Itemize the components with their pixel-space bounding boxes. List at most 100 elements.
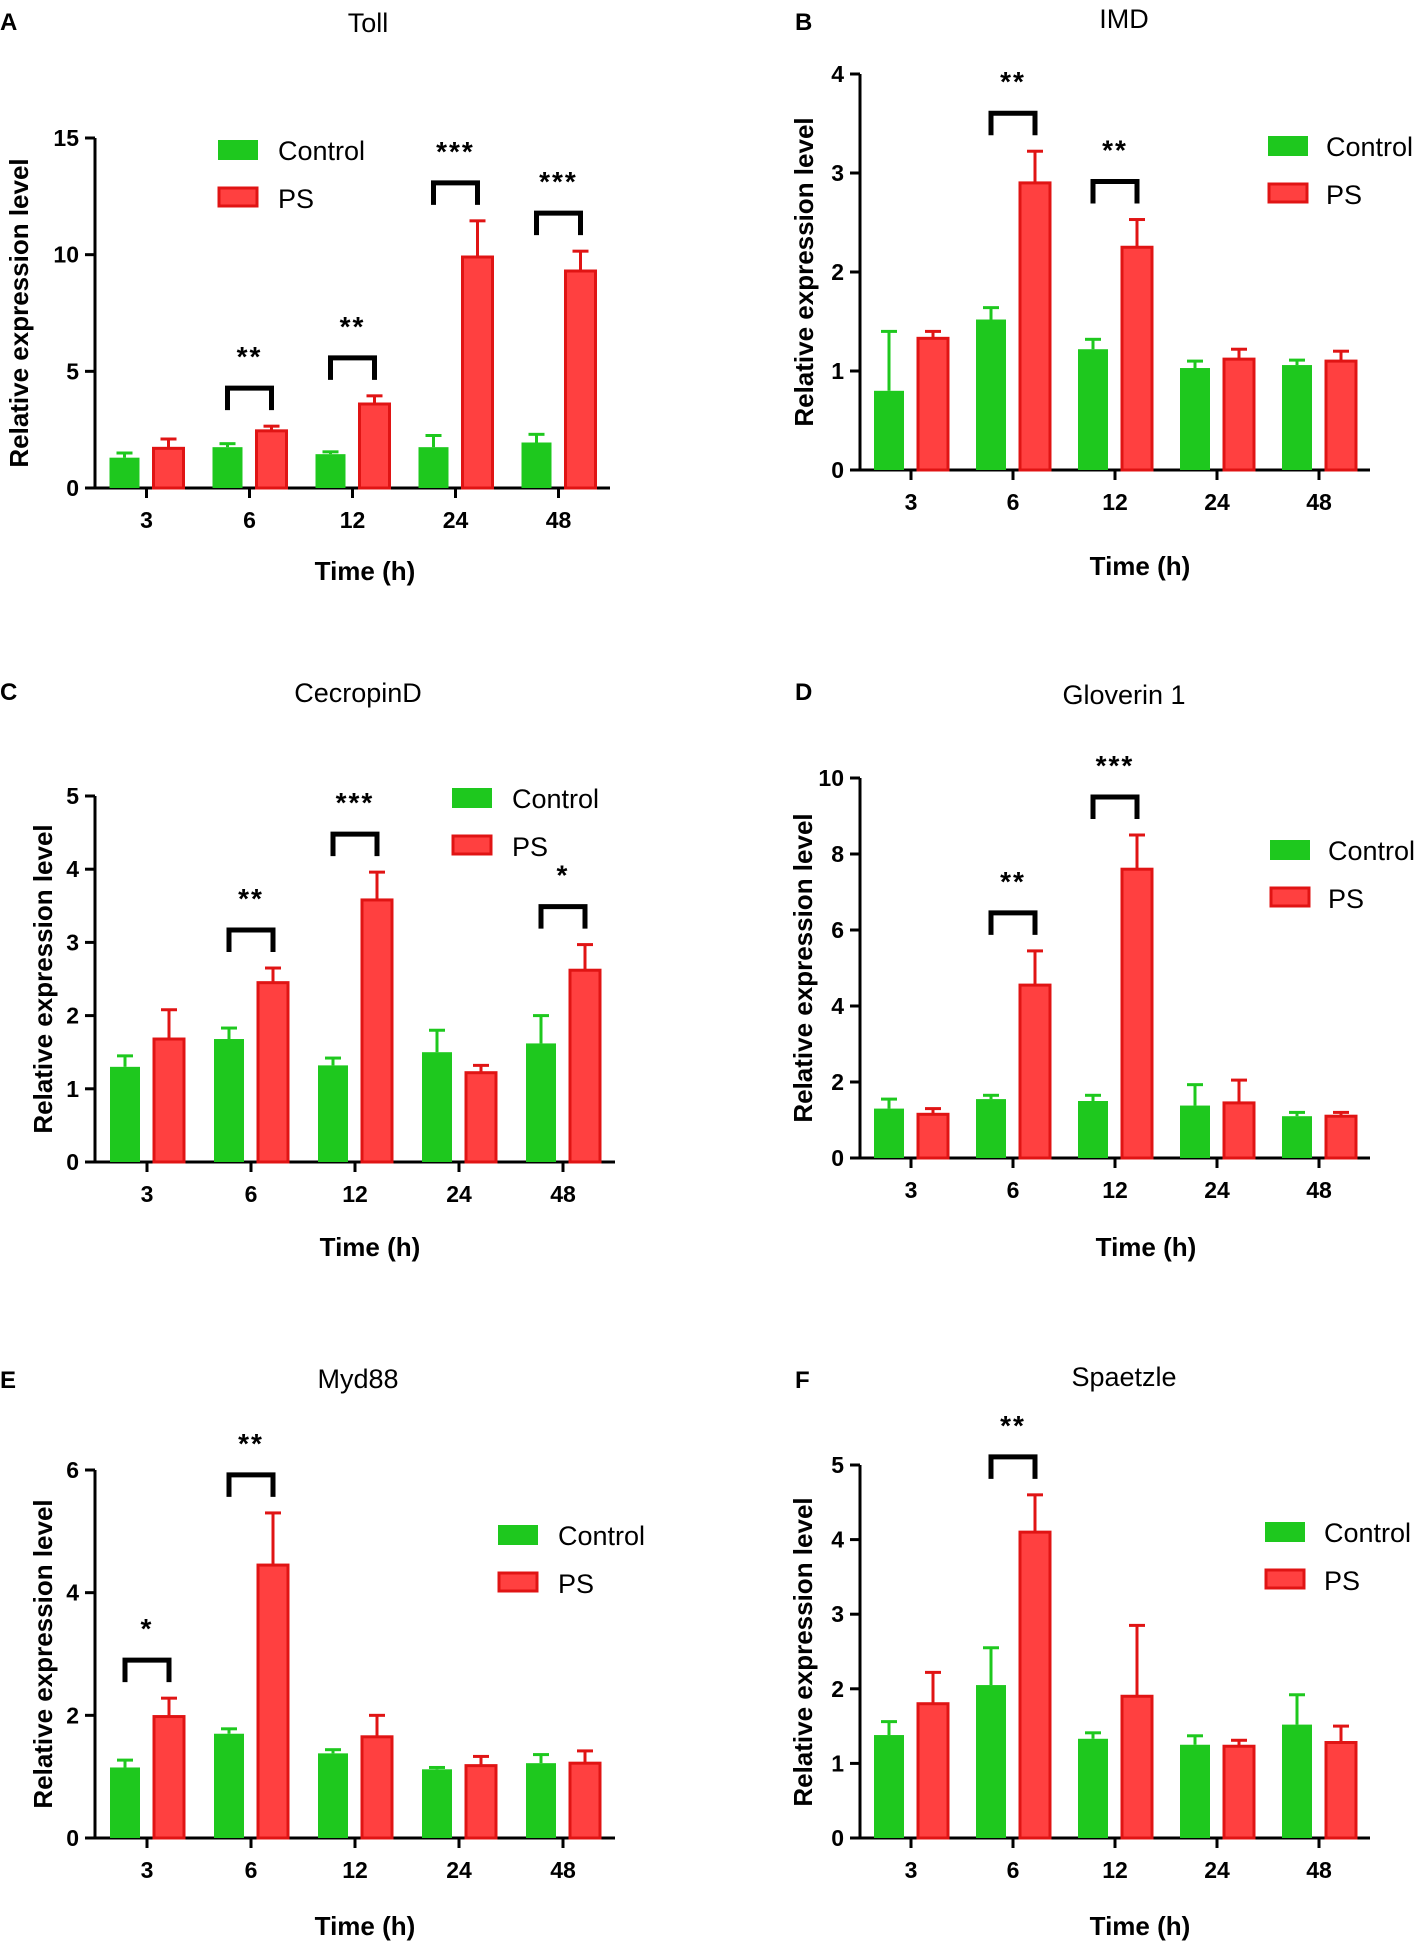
- panel-letter: E: [0, 1367, 16, 1394]
- legend: Control PS: [451, 784, 599, 862]
- x-tick-label: 24: [1204, 1857, 1230, 1883]
- y-axis-label: Relative expression level: [788, 813, 818, 1122]
- y-axis-label: Relative expression level: [28, 824, 58, 1133]
- x-tick-label: 3: [141, 1181, 154, 1207]
- significance-bracket: *: [122, 1613, 172, 1683]
- y-tick-label: 2: [66, 1702, 79, 1728]
- panel-title: Spaetzle: [1071, 1362, 1176, 1392]
- y-tick-label: 6: [66, 1457, 79, 1483]
- legend-label-control: Control: [1326, 132, 1413, 162]
- panel-title: Toll: [348, 8, 389, 38]
- y-tick-label: 0: [831, 1145, 844, 1171]
- y-tick-label: 15: [53, 125, 79, 151]
- ps-bar: [461, 255, 494, 490]
- control-bar: [874, 1108, 904, 1158]
- legend-label-control: Control: [278, 136, 365, 166]
- significance-bracket: ***: [330, 787, 380, 857]
- significance-bracket: **: [225, 341, 274, 411]
- y-tick-label: 6: [831, 917, 844, 943]
- y-axis-label: Relative expression level: [789, 117, 819, 426]
- control-bar: [1282, 365, 1312, 470]
- bracket-line: [225, 385, 274, 411]
- x-tick-label: 24: [1204, 489, 1230, 515]
- bracket-line: [431, 180, 480, 205]
- panel-title: Gloverin 1: [1062, 680, 1185, 710]
- significance-bracket: **: [988, 1410, 1038, 1479]
- legend-swatch-control: [452, 788, 492, 808]
- ps-bar: [564, 269, 597, 490]
- legend-label-ps: PS: [1324, 1566, 1360, 1596]
- ps-bar: [358, 402, 391, 490]
- bracket-line: [328, 355, 377, 380]
- bracket-line: [330, 831, 380, 857]
- ps-bar: [152, 1037, 186, 1164]
- panel-a: A Toll 0 5 10 15 3 6 12 24 48 Time (h) Relative expr…: [0, 8, 610, 586]
- significance-label: **: [237, 341, 263, 372]
- significance-label: ***: [336, 787, 375, 818]
- legend-swatch-ps: [1269, 886, 1311, 908]
- legend-swatch-control: [218, 140, 258, 160]
- ps-bar: [360, 1735, 394, 1840]
- legend-swatch-control: [1270, 840, 1310, 860]
- control-bar: [212, 447, 243, 488]
- legend-label-ps: PS: [278, 184, 314, 214]
- x-tick-label: 3: [905, 489, 918, 515]
- y-tick-label: 0: [66, 1825, 79, 1851]
- x-tick-label: 3: [140, 507, 153, 533]
- legend-label-ps: PS: [558, 1569, 594, 1599]
- y-tick-label: 10: [818, 765, 844, 791]
- x-axis-label: Time (h): [1096, 1232, 1197, 1262]
- significance-bracket: ***: [1090, 750, 1140, 819]
- control-bar: [110, 1066, 140, 1162]
- legend-swatch-ps: [217, 186, 259, 208]
- control-bar: [214, 1039, 244, 1162]
- panel-letter: B: [795, 9, 812, 36]
- control-bar: [318, 1753, 348, 1838]
- y-tick-label: 4: [831, 61, 844, 87]
- control-bar: [526, 1043, 556, 1162]
- x-tick-label: 12: [1102, 1177, 1128, 1203]
- bracket-line: [122, 1657, 172, 1683]
- significance-bracket: **: [328, 311, 377, 380]
- y-tick-label: 0: [831, 457, 844, 483]
- ps-bar: [1324, 1741, 1358, 1840]
- control-bar: [110, 1767, 140, 1838]
- significance-label: ***: [539, 166, 578, 197]
- x-tick-label: 12: [342, 1181, 368, 1207]
- legend-label-ps: PS: [1328, 884, 1364, 914]
- ps-bar: [1018, 983, 1052, 1160]
- y-tick-label: 3: [831, 1601, 844, 1627]
- x-tick-label: 6: [243, 507, 256, 533]
- legend-swatch-control: [1265, 1522, 1305, 1542]
- ps-bar: [464, 1764, 498, 1840]
- control-bar: [976, 319, 1006, 470]
- y-tick-label: 4: [831, 993, 844, 1019]
- significance-bracket: ***: [534, 166, 583, 236]
- x-tick-label: 12: [1102, 489, 1128, 515]
- bracket-line: [988, 910, 1038, 935]
- control-bar: [976, 1099, 1006, 1158]
- control-bar: [521, 442, 552, 488]
- x-tick-label: 24: [443, 507, 469, 533]
- x-tick-label: 6: [1007, 1177, 1020, 1203]
- x-tick-label: 24: [446, 1181, 472, 1207]
- ps-bar: [1324, 359, 1358, 472]
- ps-bar: [256, 1563, 290, 1840]
- control-bar: [1282, 1724, 1312, 1838]
- significance-label: ***: [1096, 750, 1135, 781]
- x-tick-label: 48: [550, 1857, 576, 1883]
- legend-label-ps: PS: [512, 832, 548, 862]
- control-bar: [874, 390, 904, 470]
- ps-bar: [1324, 1114, 1358, 1160]
- x-tick-label: 3: [905, 1857, 918, 1883]
- y-tick-label: 1: [66, 1076, 79, 1102]
- legend: Control PS: [217, 136, 365, 214]
- control-bar: [526, 1763, 556, 1838]
- x-tick-label: 12: [342, 1857, 368, 1883]
- x-tick-label: 3: [905, 1177, 918, 1203]
- legend-label-control: Control: [1328, 836, 1415, 866]
